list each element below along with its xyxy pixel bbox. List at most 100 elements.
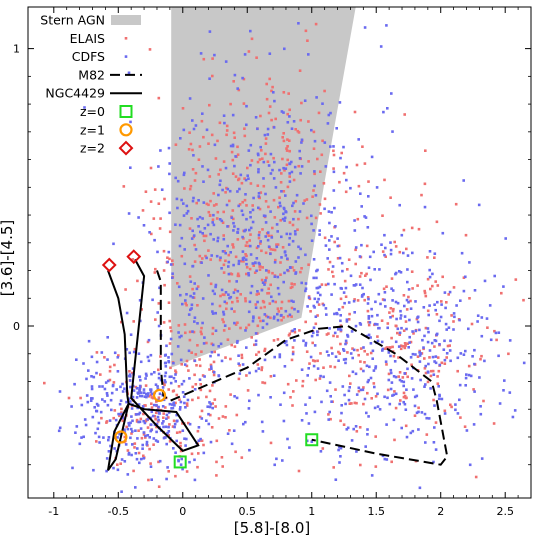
cdfs-point <box>399 317 402 320</box>
cdfs-point <box>319 450 323 453</box>
cdfs-point <box>212 213 215 217</box>
cdfs-point <box>249 291 253 295</box>
cdfs-point <box>391 289 395 292</box>
elais-point <box>175 393 179 397</box>
elais-point <box>123 435 127 439</box>
elais-point <box>440 300 443 303</box>
cdfs-point <box>260 420 264 424</box>
cdfs-point <box>334 225 337 228</box>
cdfs-point <box>316 291 320 295</box>
elais-point <box>267 291 271 295</box>
cdfs-point <box>145 395 148 399</box>
cdfs-point <box>193 282 196 285</box>
elais-point <box>522 298 525 302</box>
cdfs-point <box>380 340 384 344</box>
cdfs-point <box>111 384 115 388</box>
elais-point <box>355 401 358 405</box>
cdfs-point <box>233 164 236 168</box>
elais-point <box>142 433 146 436</box>
cdfs-point <box>149 388 152 391</box>
elais-point <box>265 82 268 86</box>
elais-point <box>431 369 435 373</box>
elais-point <box>149 462 152 465</box>
cdfs-point <box>168 162 171 165</box>
elais-point <box>171 263 174 266</box>
x-tick-label: 0 <box>179 505 186 518</box>
elais-point <box>264 152 267 156</box>
elais-point <box>224 416 227 419</box>
cdfs-point <box>168 402 172 406</box>
cdfs-point <box>116 436 119 439</box>
cdfs-point <box>479 405 482 408</box>
elais-point <box>177 324 181 327</box>
cdfs-point <box>129 120 132 124</box>
cdfs-point <box>183 437 186 440</box>
cdfs-point <box>152 403 156 407</box>
cdfs-point <box>101 385 104 388</box>
cdfs-point <box>83 418 87 421</box>
elais-point <box>297 469 301 473</box>
elais-point <box>304 29 308 33</box>
cdfs-point <box>297 256 300 259</box>
cdfs-point <box>483 359 486 363</box>
elais-point <box>258 158 262 161</box>
cdfs-point <box>288 236 291 240</box>
cdfs-point <box>266 133 270 136</box>
cdfs-point <box>201 232 204 235</box>
elais-point <box>426 309 430 313</box>
cdfs-point <box>75 425 79 428</box>
elais-point <box>157 396 161 399</box>
elais-point <box>176 282 179 285</box>
elais-point <box>398 371 402 374</box>
legend-swatch-z2 <box>118 140 134 156</box>
cdfs-point <box>178 223 182 227</box>
cdfs-point <box>335 311 338 315</box>
cdfs-point <box>427 362 430 366</box>
elais-point <box>291 350 295 354</box>
elais-point <box>209 363 213 367</box>
cdfs-point <box>252 316 255 320</box>
cdfs-point <box>185 204 189 208</box>
cdfs-point <box>164 380 167 384</box>
cdfs-point <box>300 368 304 371</box>
cdfs-point <box>358 283 362 286</box>
elais-point <box>223 250 226 253</box>
cdfs-point <box>298 210 302 213</box>
elais-point <box>142 454 145 458</box>
cdfs-point <box>241 257 245 260</box>
cdfs-point <box>330 211 333 214</box>
elais-point <box>197 396 200 400</box>
elais-point <box>366 353 369 356</box>
elais-point <box>242 102 246 105</box>
cdfs-point <box>398 378 402 382</box>
x-tick-labels: -1 -0.5 0 0.5 1 1.5 2 2.5 <box>48 505 514 518</box>
cdfs-point <box>220 359 224 363</box>
cdfs-point <box>103 400 107 403</box>
elais-point <box>353 298 356 301</box>
elais-point <box>288 108 291 112</box>
cdfs-point <box>504 237 507 240</box>
cdfs-point <box>283 250 287 253</box>
cdfs-point <box>263 358 267 362</box>
cdfs-point <box>155 403 158 407</box>
legend-label-z0: z=0 <box>80 104 105 119</box>
elais-point <box>389 307 393 310</box>
cdfs-point <box>291 329 294 333</box>
x-tick-label: 0.5 <box>239 505 257 518</box>
elais-point <box>221 415 225 418</box>
elais-point <box>163 383 166 387</box>
cdfs-point <box>233 395 236 398</box>
elais-point <box>283 169 286 172</box>
cdfs-point <box>444 322 448 326</box>
cdfs-point <box>208 30 212 33</box>
elais-point <box>237 88 241 92</box>
cdfs-point <box>197 199 200 202</box>
cdfs-point <box>400 233 404 237</box>
elais-point <box>167 416 170 419</box>
cdfs-point <box>224 166 228 170</box>
cdfs-point <box>139 360 143 364</box>
elais-point <box>401 376 405 379</box>
elais-point <box>240 356 244 360</box>
cdfs-point <box>391 299 394 302</box>
cdfs-point <box>132 389 136 392</box>
